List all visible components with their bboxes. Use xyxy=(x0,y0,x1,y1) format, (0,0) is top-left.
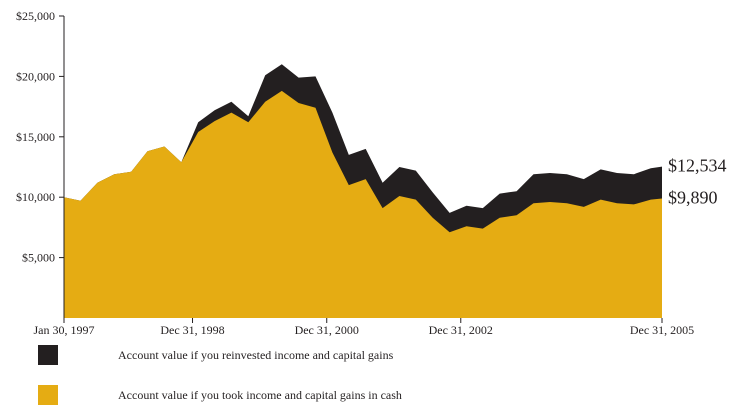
legend-label-reinvested: Account value if you reinvested income a… xyxy=(118,348,394,362)
y-tick-label-0: $25,000 xyxy=(16,9,55,23)
plot-areas xyxy=(64,64,662,319)
y-tick-label-3: $10,000 xyxy=(16,190,55,204)
legend-item-cash: Account value if you took income and cap… xyxy=(38,385,402,405)
x-tick-label-0: Jan 30, 1997 xyxy=(34,323,95,337)
legend-swatch-reinvested xyxy=(38,345,58,365)
x-tick-label-3: Dec 31, 2002 xyxy=(429,323,493,337)
x-tick-label-4: Dec 31, 2005 xyxy=(630,323,694,337)
x-tick-label-2: Dec 31, 2000 xyxy=(295,323,359,337)
y-tick-label-4: $5,000 xyxy=(22,251,55,265)
y-axis-ticks: $25,000 $20,000 $15,000 $10,000 $5,000 xyxy=(16,9,64,265)
area-series-1 xyxy=(64,90,662,319)
x-tick-label-1: Dec 31, 1998 xyxy=(160,323,224,337)
end-value-labels: $12,534 $9,890 xyxy=(668,156,727,208)
x-axis-ticks: Jan 30, 1997 Dec 31, 1998 Dec 31, 2000 Dec … xyxy=(34,318,694,337)
legend-swatch-cash xyxy=(38,385,58,405)
end-label-series-0: $12,534 xyxy=(668,156,727,176)
y-tick-label-2: $15,000 xyxy=(16,130,55,144)
legend-item-reinvested: Account value if you reinvested income a… xyxy=(38,345,393,365)
legend-label-cash: Account value if you took income and cap… xyxy=(118,388,402,402)
end-label-series-1: $9,890 xyxy=(668,188,718,208)
y-tick-label-1: $20,000 xyxy=(16,69,55,83)
